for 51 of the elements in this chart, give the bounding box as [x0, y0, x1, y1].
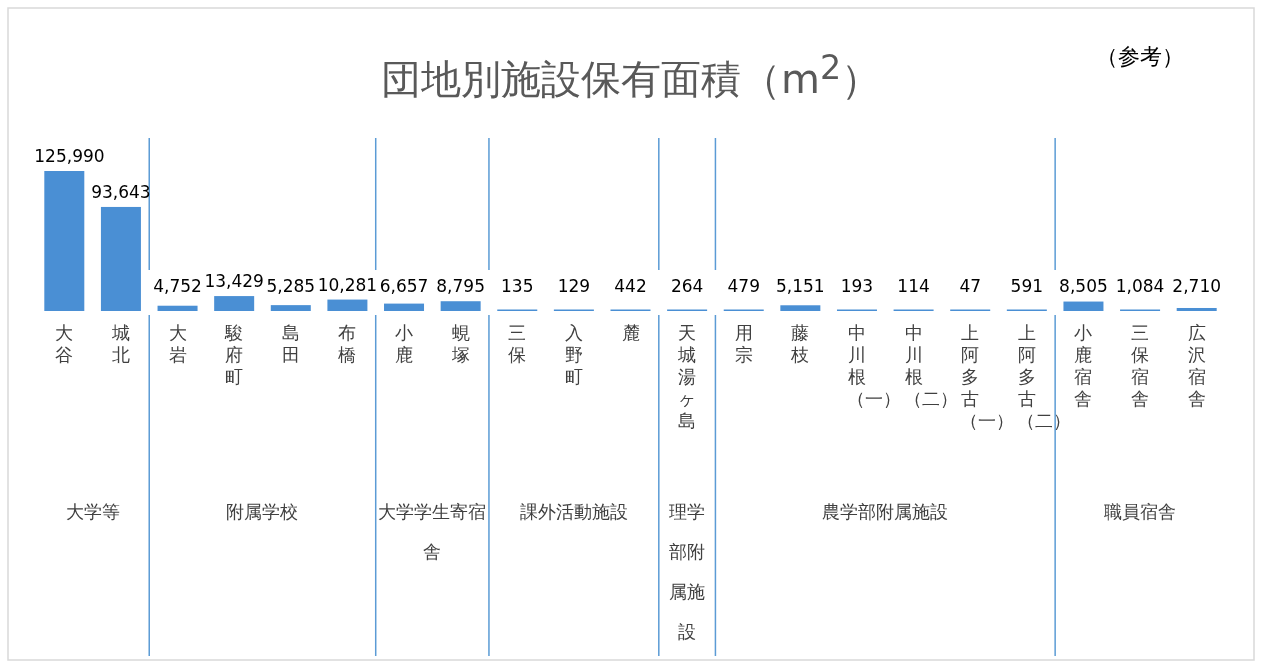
- text: （参考）: [1095, 43, 1185, 71]
- x-tick-label: 小鹿宿舎: [1073, 322, 1094, 410]
- x-tick-label: 大谷: [54, 322, 75, 366]
- data-label: 125,990: [34, 146, 105, 166]
- text: 大学学生寄宿舎: [377, 500, 487, 564]
- x-tick-label: 天城湯ヶ島: [677, 322, 698, 432]
- text: 職員宿舎: [1103, 500, 1178, 524]
- x-tick-label: 駿府町: [224, 322, 245, 388]
- data-label: 5,151: [775, 276, 826, 296]
- text: 附属学校: [225, 500, 300, 524]
- chart-title: 団地別施設保有面積（m$^{2}$）: [380, 48, 882, 103]
- x-tick-label: 大岩: [167, 322, 188, 366]
- data-label: 8,505: [1058, 276, 1109, 296]
- data-label: 114: [896, 276, 931, 296]
- x-tick-label: 麓: [620, 322, 641, 344]
- data-label: 479: [726, 276, 761, 296]
- data-label: 6,657: [379, 276, 429, 296]
- data-label: 442: [613, 276, 648, 296]
- data-label: 13,429: [204, 271, 265, 292]
- data-label: 1,084: [1114, 276, 1166, 296]
- text: 課外活動施設: [518, 500, 629, 524]
- x-tick-label: 用宗: [733, 322, 754, 366]
- data-label: 135: [500, 276, 535, 296]
- data-label: 8,795: [435, 276, 486, 296]
- data-label: 193: [839, 276, 875, 296]
- text: 農学部附属施設: [821, 500, 950, 524]
- x-tick-label: 上阿多古（二）: [1016, 322, 1071, 432]
- x-tick-label: 城北: [110, 322, 131, 366]
- x-tick-label: 布橋: [337, 322, 358, 366]
- data-label: 10,281: [317, 274, 378, 295]
- x-tick-label: 広沢宿舎: [1186, 322, 1207, 410]
- data-label: 129: [556, 276, 592, 296]
- x-tick-label: 小鹿: [394, 322, 414, 366]
- data-label: 2,710: [1171, 276, 1222, 296]
- x-tick-label: 蜆塚: [450, 322, 471, 366]
- x-tick-label: 上阿多古（一）: [960, 322, 1015, 432]
- data-label: 5,285: [266, 276, 316, 296]
- data-label: 264: [669, 276, 705, 296]
- x-tick-label: 三保: [507, 322, 528, 366]
- x-tick-label: 中川根（一）: [846, 322, 901, 410]
- x-tick-label: 藤枝: [790, 322, 811, 366]
- data-label: 591: [1009, 276, 1045, 296]
- data-label: 93,643: [90, 181, 151, 202]
- text: 理学部附属施設: [668, 500, 707, 644]
- x-tick-label: 中川根（二）: [903, 322, 958, 410]
- x-tick-label: 入野町: [563, 322, 584, 388]
- data-label: 4,752: [153, 276, 202, 296]
- data-label: 47: [958, 276, 982, 296]
- text: 大学等: [64, 500, 121, 524]
- x-tick-label: 島田: [280, 322, 301, 366]
- x-tick-label: 三保宿舎: [1130, 322, 1151, 410]
